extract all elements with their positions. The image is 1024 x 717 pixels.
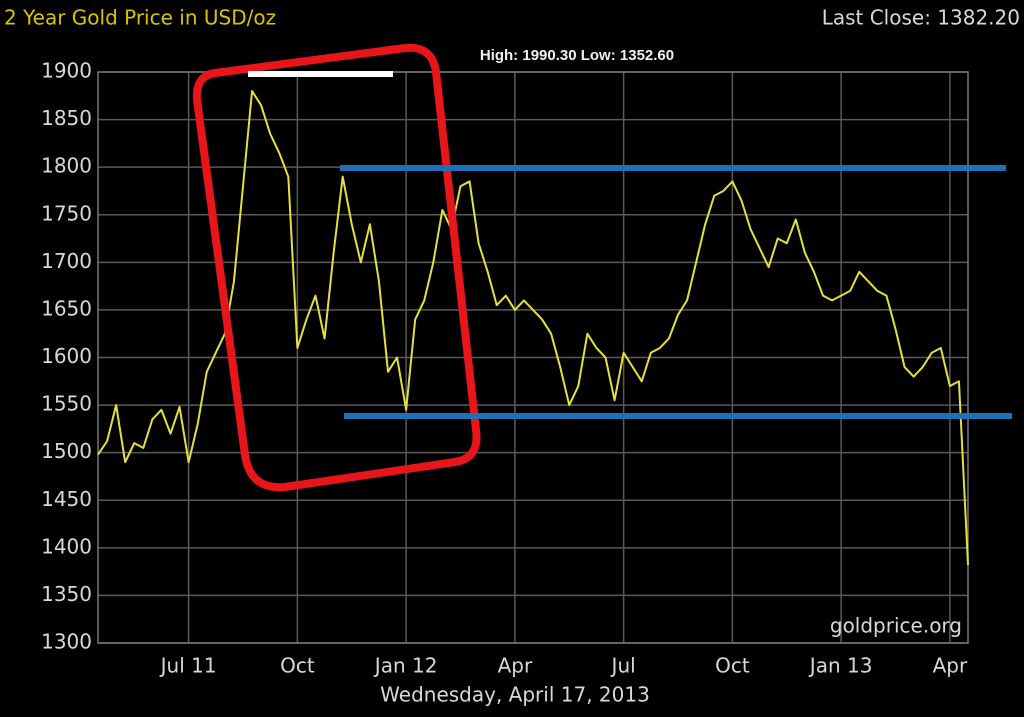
y-tick-label: 1650 [41,296,92,320]
plot-frame [97,71,969,644]
x-tick-label: Apr [498,654,533,678]
high-low: High: 1990.30 Low: 1352.60 [480,47,674,64]
last-close: Last Close: 1382.20 [822,6,1020,30]
y-tick-label: 1350 [41,582,92,606]
price-line [97,90,969,566]
x-tick-label: Oct [715,654,750,678]
chart-title: 2 Year Gold Price in USD/oz [4,6,276,30]
plot-area: 1300 1350 1400 1450 1500 1550 1600 1650 1700 1750… [41,59,969,678]
y-tick-label: 1300 [41,630,92,654]
x-tick-label: Jul [610,654,636,678]
x-tick-label: Oct [280,654,315,678]
y-tick-label: 1800 [41,154,92,178]
y-tick-label: 1500 [41,439,92,463]
y-tick-label: 1550 [41,392,92,416]
y-tick-label: 1750 [41,201,92,225]
watermark: goldprice.org [830,614,962,638]
y-tick-label: 1450 [41,487,92,511]
y-tick-label: 1900 [41,59,92,83]
y-tick-label: 1600 [41,344,92,368]
x-tick-label: Jan 12 [373,654,438,678]
x-tick-label: Jul 11 [159,654,217,678]
annotations [192,43,1012,492]
y-tick-label: 1400 [41,534,92,558]
y-tick-label: 1700 [41,249,92,273]
highlight-box [192,43,481,492]
x-axis-label: Wednesday, April 17, 2013 [380,683,650,707]
x-tick-label: Apr [933,654,968,678]
x-tick-label: Jan 13 [808,654,873,678]
y-tick-label: 1850 [41,106,92,130]
